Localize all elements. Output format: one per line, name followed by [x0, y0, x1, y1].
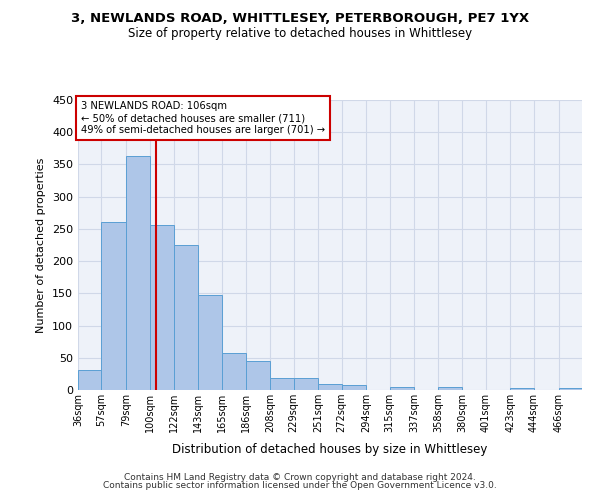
Bar [245, 361, 270, 390]
Text: 3 NEWLANDS ROAD: 106sqm
← 50% of detached houses are smaller (711)
49% of semi-d: 3 NEWLANDS ROAD: 106sqm ← 50% of detache… [80, 102, 325, 134]
Bar [559, 388, 582, 390]
Bar [293, 378, 318, 390]
Bar [174, 245, 197, 390]
Bar [126, 156, 149, 390]
Text: Contains HM Land Registry data © Crown copyright and database right 2024.: Contains HM Land Registry data © Crown c… [124, 472, 476, 482]
Bar [511, 388, 534, 390]
Bar [222, 354, 245, 390]
Bar [197, 294, 222, 390]
Bar [390, 387, 415, 390]
Bar [78, 370, 101, 390]
Text: 3, NEWLANDS ROAD, WHITTLESEY, PETERBOROUGH, PE7 1YX: 3, NEWLANDS ROAD, WHITTLESEY, PETERBOROU… [71, 12, 529, 26]
Bar [318, 384, 342, 390]
Bar [438, 388, 463, 390]
Bar [101, 222, 126, 390]
Y-axis label: Number of detached properties: Number of detached properties [37, 158, 46, 332]
Bar [270, 378, 293, 390]
Bar [342, 386, 367, 390]
Text: Contains public sector information licensed under the Open Government Licence v3: Contains public sector information licen… [103, 481, 497, 490]
Bar [149, 225, 174, 390]
Text: Size of property relative to detached houses in Whittlesey: Size of property relative to detached ho… [128, 28, 472, 40]
Text: Distribution of detached houses by size in Whittlesey: Distribution of detached houses by size … [172, 442, 488, 456]
